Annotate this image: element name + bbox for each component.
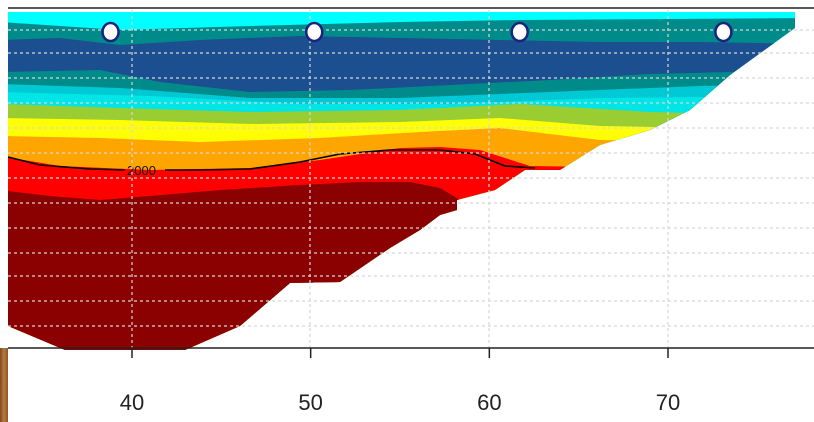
grid <box>8 10 814 348</box>
contour-line <box>7 156 126 171</box>
band-darkred <box>8 182 795 350</box>
x-tick-label: 60 <box>477 390 501 415</box>
contour-label-2000: 2000 <box>127 163 156 178</box>
x-tick-label: 50 <box>298 390 322 415</box>
x-axis-ticks: 40 50 60 70 <box>120 348 680 415</box>
station-marker <box>101 21 120 43</box>
station-marker <box>304 21 324 43</box>
contour-2000: 2000 <box>7 149 536 178</box>
station-marker <box>714 21 733 43</box>
left-edge-strip <box>0 348 8 422</box>
station-marker <box>510 21 529 43</box>
station-markers <box>101 21 733 43</box>
x-tick-label: 40 <box>120 390 144 415</box>
contour-line-right <box>165 149 536 171</box>
x-tick-label: 70 <box>656 390 680 415</box>
